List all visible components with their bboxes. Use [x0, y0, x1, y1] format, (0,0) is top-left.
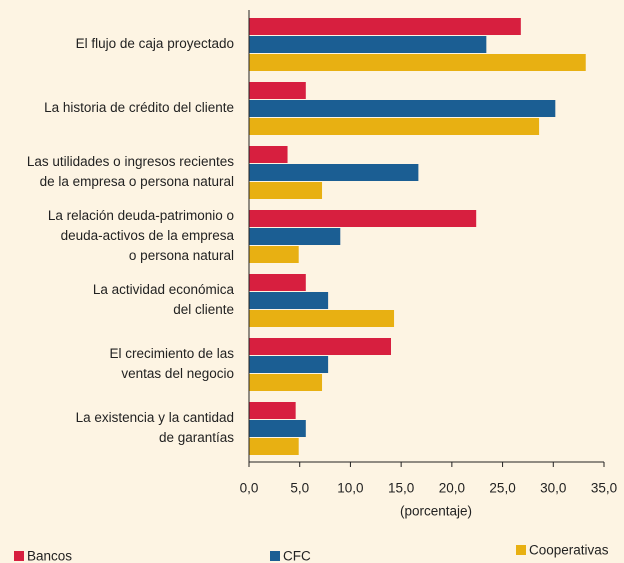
category-label: de garantías — [159, 430, 234, 445]
legend-label: Cooperativas — [529, 543, 609, 558]
legend-label: Bancos — [27, 549, 72, 563]
bar — [249, 146, 288, 163]
bar — [249, 338, 391, 355]
x-tick-label: 0,0 — [240, 481, 259, 496]
x-tick-label: 15,0 — [388, 481, 414, 496]
category-label: La historia de crédito del cliente — [44, 100, 234, 115]
bar — [249, 82, 306, 99]
bar — [249, 164, 419, 181]
bar — [249, 100, 556, 117]
bar — [249, 420, 306, 437]
bar — [249, 356, 329, 373]
category-label: La relación deuda-patrimonio o — [48, 208, 234, 223]
bar — [249, 438, 299, 455]
bar — [249, 36, 487, 53]
category-label: o persona natural — [129, 248, 234, 263]
category-label: El flujo de caja proyectado — [76, 36, 234, 51]
legend-label: CFC — [283, 549, 311, 563]
bar — [249, 292, 329, 309]
category-label: La actividad económica — [93, 282, 235, 297]
x-tick-label: 5,0 — [290, 481, 309, 496]
bar — [249, 374, 323, 391]
x-tick-label: 25,0 — [489, 481, 515, 496]
category-label: El crecimiento de las — [109, 346, 234, 361]
category-label: La existencia y la cantidad — [76, 410, 234, 425]
category-label: Las utilidades o ingresos recientes — [27, 154, 234, 169]
legend-swatch — [14, 551, 24, 561]
bar — [249, 210, 477, 227]
legend-swatch — [270, 551, 280, 561]
bar — [249, 274, 306, 291]
bar — [249, 54, 586, 71]
bar — [249, 246, 299, 263]
bar — [249, 118, 540, 135]
bar — [249, 402, 296, 419]
bar — [249, 228, 341, 245]
x-tick-label: 10,0 — [337, 481, 363, 496]
x-tick-label: 20,0 — [439, 481, 465, 496]
bar — [249, 182, 323, 199]
x-tick-label: 30,0 — [540, 481, 566, 496]
x-axis-label: (porcentaje) — [400, 504, 472, 519]
x-tick-label: 35,0 — [591, 481, 617, 496]
category-label: de la empresa o persona natural — [40, 174, 234, 189]
category-label: del cliente — [173, 302, 234, 317]
category-label: ventas del negocio — [121, 366, 234, 381]
bar — [249, 310, 395, 327]
bar — [249, 18, 521, 35]
category-label: deuda-activos de la empresa — [61, 228, 235, 243]
legend-swatch — [516, 545, 526, 555]
